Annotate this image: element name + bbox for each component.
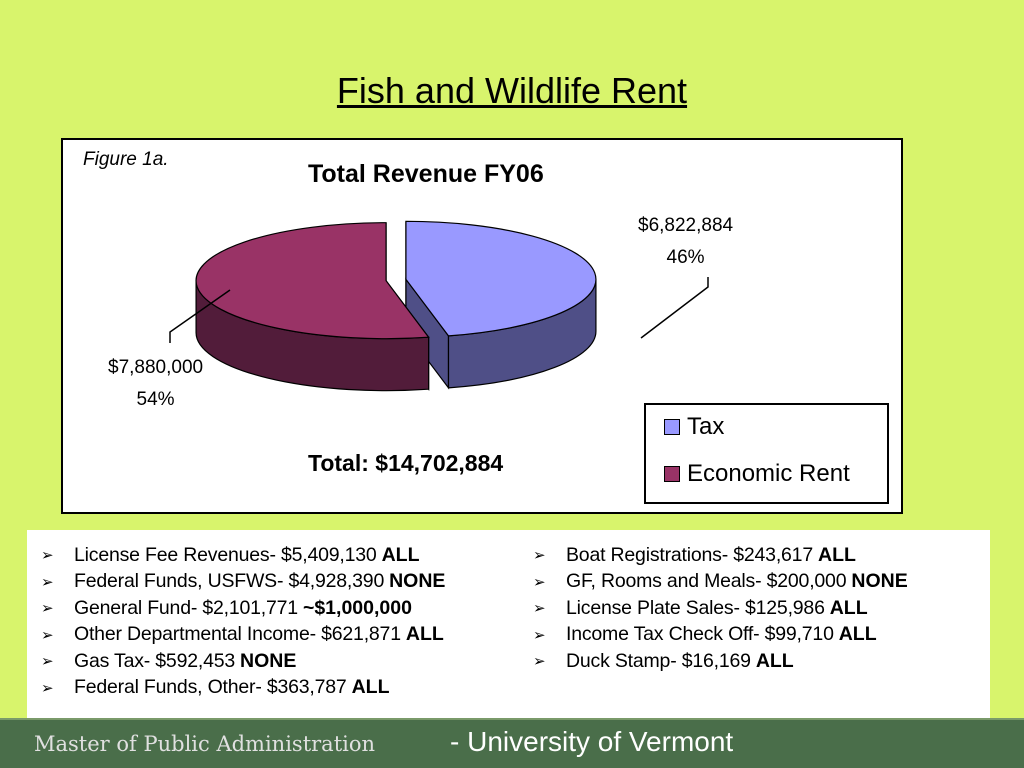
- bullet-column-left: ➢ License Fee Revenues- $5,409,130 ALL ➢ Fe…: [41, 542, 445, 701]
- bullet-tag: ALL: [351, 676, 390, 699]
- bullet-item: ➢ Gas Tax- $592,453 NONE: [41, 648, 445, 675]
- arrow-bullet-icon: ➢: [533, 547, 546, 565]
- tax-percent-label: 46%: [666, 247, 705, 268]
- tax-value-label: $6,822,884: [638, 215, 734, 236]
- chart-legend: Tax Economic Rent: [644, 403, 889, 504]
- pie-slice-tax: [405, 220, 597, 337]
- bullet-text: General Fund- $2,101,771: [74, 596, 298, 619]
- bullet-text: Boat Registrations- $243,617: [566, 543, 813, 566]
- bullet-tag: ~$1,000,000: [302, 596, 412, 619]
- bullet-tag: ALL: [405, 623, 444, 646]
- leader-line-economic-rent: [169, 289, 231, 343]
- legend-label-tax: Tax: [687, 413, 725, 440]
- legend-label-economic-rent: Economic Rent: [687, 460, 850, 487]
- arrow-bullet-icon: ➢: [533, 600, 546, 618]
- slide-title: Fish and Wildlife Rent: [336, 70, 688, 111]
- leader-line-tax: [640, 277, 709, 339]
- bullet-text: Gas Tax- $592,453: [74, 649, 236, 672]
- bullet-item: ➢ Income Tax Check Off- $99,710 ALL: [533, 622, 908, 649]
- pie-slice-economic-rent: [195, 222, 430, 340]
- legend-item-tax: Tax: [664, 413, 724, 441]
- arrow-bullet-icon: ➢: [533, 573, 546, 591]
- bullet-tag: NONE: [851, 570, 908, 593]
- bullet-text: Other Departmental Income- $621,871: [74, 623, 401, 646]
- bullet-item: ➢ Other Departmental Income- $621,871 ALL: [41, 622, 445, 649]
- bullet-tag: ALL: [817, 543, 856, 566]
- rent-percent-label: 54%: [136, 389, 175, 410]
- bullet-column-right: ➢ Boat Registrations- $243,617 ALL ➢ GF, Ro…: [533, 542, 908, 675]
- bullet-panel: ➢ License Fee Revenues- $5,409,130 ALL ➢ Fe…: [27, 530, 990, 718]
- bullet-tag: ALL: [838, 623, 877, 646]
- bullet-text: Federal Funds, Other- $363,787: [74, 676, 347, 699]
- footer-bar: Master of Public Administration - Univer…: [0, 718, 1024, 768]
- chart-frame: Figure 1a. Total Revenue FY06 $6,822,884…: [61, 138, 903, 514]
- legend-swatch-economic-rent: [664, 466, 680, 482]
- bullet-item: ➢ General Fund- $2,101,771 ~$1,000,000: [41, 595, 445, 622]
- bullet-tag: ALL: [381, 543, 420, 566]
- bullet-tag: ALL: [755, 649, 794, 672]
- arrow-bullet-icon: ➢: [533, 626, 546, 644]
- footer-divider: [0, 718, 1024, 720]
- pie-chart: [169, 220, 709, 392]
- bullet-item: ➢ GF, Rooms and Meals- $200,000 NONE: [533, 569, 908, 596]
- bullet-item: ➢ License Fee Revenues- $5,409,130 ALL: [41, 542, 445, 569]
- footer-program-name: Master of Public Administration: [34, 732, 376, 756]
- bullet-text: GF, Rooms and Meals- $200,000: [566, 570, 847, 593]
- bullet-text: Federal Funds, USFWS- $4,928,390: [74, 570, 385, 593]
- legend-item-economic-rent: Economic Rent: [664, 460, 850, 488]
- bullet-item: ➢ Duck Stamp- $16,169 ALL: [533, 648, 908, 675]
- bullet-tag: NONE: [240, 649, 297, 672]
- arrow-bullet-icon: ➢: [41, 573, 54, 591]
- arrow-bullet-icon: ➢: [41, 653, 54, 671]
- bullet-item: ➢ License Plate Sales- $125,986 ALL: [533, 595, 908, 622]
- legend-swatch-tax: [664, 419, 680, 435]
- bullet-item: ➢ Boat Registrations- $243,617 ALL: [533, 542, 908, 569]
- arrow-bullet-icon: ➢: [41, 679, 54, 697]
- chart-title: Total Revenue FY06: [308, 160, 544, 188]
- total-label: Total: $14,702,884: [308, 450, 504, 476]
- arrow-bullet-icon: ➢: [533, 653, 546, 671]
- arrow-bullet-icon: ➢: [41, 547, 54, 565]
- bullet-text: License Plate Sales- $125,986: [566, 596, 825, 619]
- figure-label: Figure 1a.: [83, 149, 169, 170]
- bullet-item: ➢ Federal Funds, Other- $363,787 ALL: [41, 675, 445, 702]
- arrow-bullet-icon: ➢: [41, 626, 54, 644]
- rent-data-label: $7,880,000 54%: [108, 352, 203, 416]
- bullet-tag: NONE: [389, 570, 446, 593]
- rent-value-label: $7,880,000: [108, 357, 204, 378]
- tax-data-label: $6,822,884 46%: [638, 210, 733, 274]
- footer-university-name: - University of Vermont: [450, 726, 734, 757]
- bullet-tag: ALL: [829, 596, 868, 619]
- bullet-text: Income Tax Check Off- $99,710: [566, 623, 834, 646]
- arrow-bullet-icon: ➢: [41, 600, 54, 618]
- bullet-item: ➢ Federal Funds, USFWS- $4,928,390 NONE: [41, 569, 445, 596]
- bullet-text: License Fee Revenues- $5,409,130: [74, 543, 377, 566]
- bullet-text: Duck Stamp- $16,169: [566, 649, 751, 672]
